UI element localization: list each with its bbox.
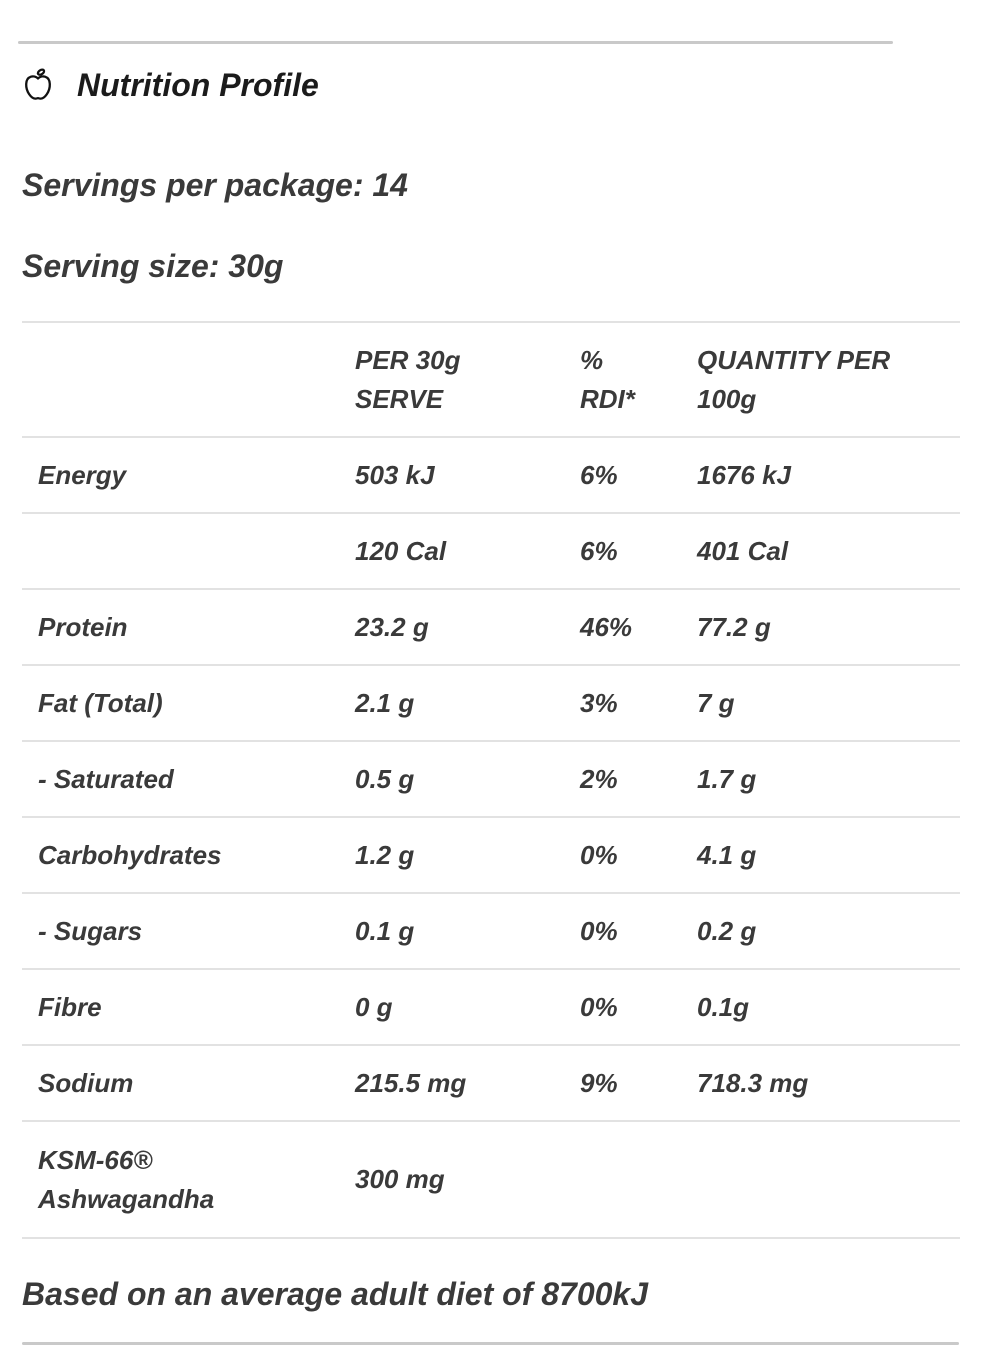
header-cell-rdi: % RDI* <box>580 344 635 414</box>
per-100g-value-cell: 401 Cal <box>697 535 789 566</box>
nutrient-label-cell: - Sugars <box>38 915 143 946</box>
table-row: Fat (Total) 2.1 g 3% 7 g <box>22 666 960 743</box>
table-row: Protein 23.2 g 46% 77.2 g <box>22 590 960 667</box>
nutrient-label-cell: Carbohydrates <box>38 839 222 870</box>
nutrient-label-cell: Fat (Total) <box>38 687 163 718</box>
table-row: - Sugars 0.1 g 0% 0.2 g <box>22 894 960 971</box>
nutrition-table: PER 30g SERVE % RDI* QUANTITY PER 100g E… <box>22 321 960 1240</box>
table-row: - Saturated 0.5 g 2% 1.7 g <box>22 742 960 819</box>
per-serve-value-cell: 0 g <box>355 991 393 1022</box>
per-100g-value-cell <box>697 1122 960 1237</box>
table-row: Sodium 215.5 mg 9% 718.3 mg <box>22 1046 960 1123</box>
per-100g-value-cell: 0.1g <box>697 991 750 1022</box>
page-title: Nutrition Profile <box>77 66 319 103</box>
per-100g-value-cell: 718.3 mg <box>697 1067 809 1098</box>
rdi-percent-cell <box>580 1122 697 1237</box>
rdi-percent-cell: 2% <box>580 763 618 794</box>
per-100g-value-cell: 1.7 g <box>697 763 757 794</box>
table-row: 120 Cal 6% 401 Cal <box>22 514 960 591</box>
rdi-percent-cell: 0% <box>580 839 618 870</box>
nutrient-label-cell: Sodium <box>38 1067 134 1098</box>
apple-icon <box>20 67 56 103</box>
per-serve-value-cell: 300 mg <box>355 1164 445 1195</box>
per-serve-value-cell: 0.5 g <box>355 763 415 794</box>
table-row: Fibre 0 g 0% 0.1g <box>22 970 960 1047</box>
header-cell-blank <box>22 323 355 436</box>
nutrient-label-cell: - Saturated <box>38 763 174 794</box>
rdi-percent-cell: 0% <box>580 991 618 1022</box>
serving-size-text: Serving size: 30g <box>22 248 284 285</box>
rdi-percent-cell: 3% <box>580 687 618 718</box>
nutrient-label-cell <box>22 514 355 588</box>
bottom-section-rule <box>22 1342 959 1345</box>
per-100g-value-cell: 1676 kJ <box>697 459 791 490</box>
diet-basis-note: Based on an average adult diet of 8700kJ <box>22 1276 649 1313</box>
header-cell-per-100g: QUANTITY PER 100g <box>697 344 891 414</box>
table-row: Energy 503 kJ 6% 1676 kJ <box>22 438 960 515</box>
per-serve-value-cell: 0.1 g <box>355 915 415 946</box>
per-serve-value-cell: 2.1 g <box>355 687 415 718</box>
per-serve-value-cell: 503 kJ <box>355 459 435 490</box>
rdi-percent-cell: 6% <box>580 535 618 566</box>
top-section-rule <box>18 41 893 44</box>
header-cell-per-serve: PER 30g SERVE <box>355 344 461 414</box>
per-serve-value-cell: 1.2 g <box>355 839 415 870</box>
nutrient-label-cell: Energy <box>38 459 127 490</box>
table-row: KSM-66® Ashwagandha 300 mg <box>22 1122 960 1240</box>
rdi-percent-cell: 6% <box>580 459 618 490</box>
per-serve-value-cell: 215.5 mg <box>355 1067 467 1098</box>
per-100g-value-cell: 77.2 g <box>697 611 771 642</box>
per-serve-value-cell: 23.2 g <box>355 611 429 642</box>
nutrient-label-cell: Fibre <box>38 991 102 1022</box>
per-100g-value-cell: 4.1 g <box>697 839 757 870</box>
rdi-percent-cell: 0% <box>580 915 618 946</box>
rdi-percent-cell: 9% <box>580 1067 618 1098</box>
nutrition-table-body: Energy 503 kJ 6% 1676 kJ 120 Cal 6% 401 … <box>22 438 960 1240</box>
table-row: Carbohydrates 1.2 g 0% 4.1 g <box>22 818 960 895</box>
nutrient-label-cell: KSM-66® Ashwagandha <box>38 1144 215 1214</box>
servings-per-package-text: Servings per package: 14 <box>22 167 408 204</box>
rdi-percent-cell: 46% <box>580 611 633 642</box>
nutrient-label-cell: Protein <box>38 611 128 642</box>
nutrition-profile-heading: Nutrition Profile <box>20 40 986 129</box>
per-100g-value-cell: 7 g <box>697 687 735 718</box>
per-100g-value-cell: 0.2 g <box>697 915 757 946</box>
per-serve-value-cell: 120 Cal <box>355 535 447 566</box>
table-header-row: PER 30g SERVE % RDI* QUANTITY PER 100g <box>22 323 960 439</box>
